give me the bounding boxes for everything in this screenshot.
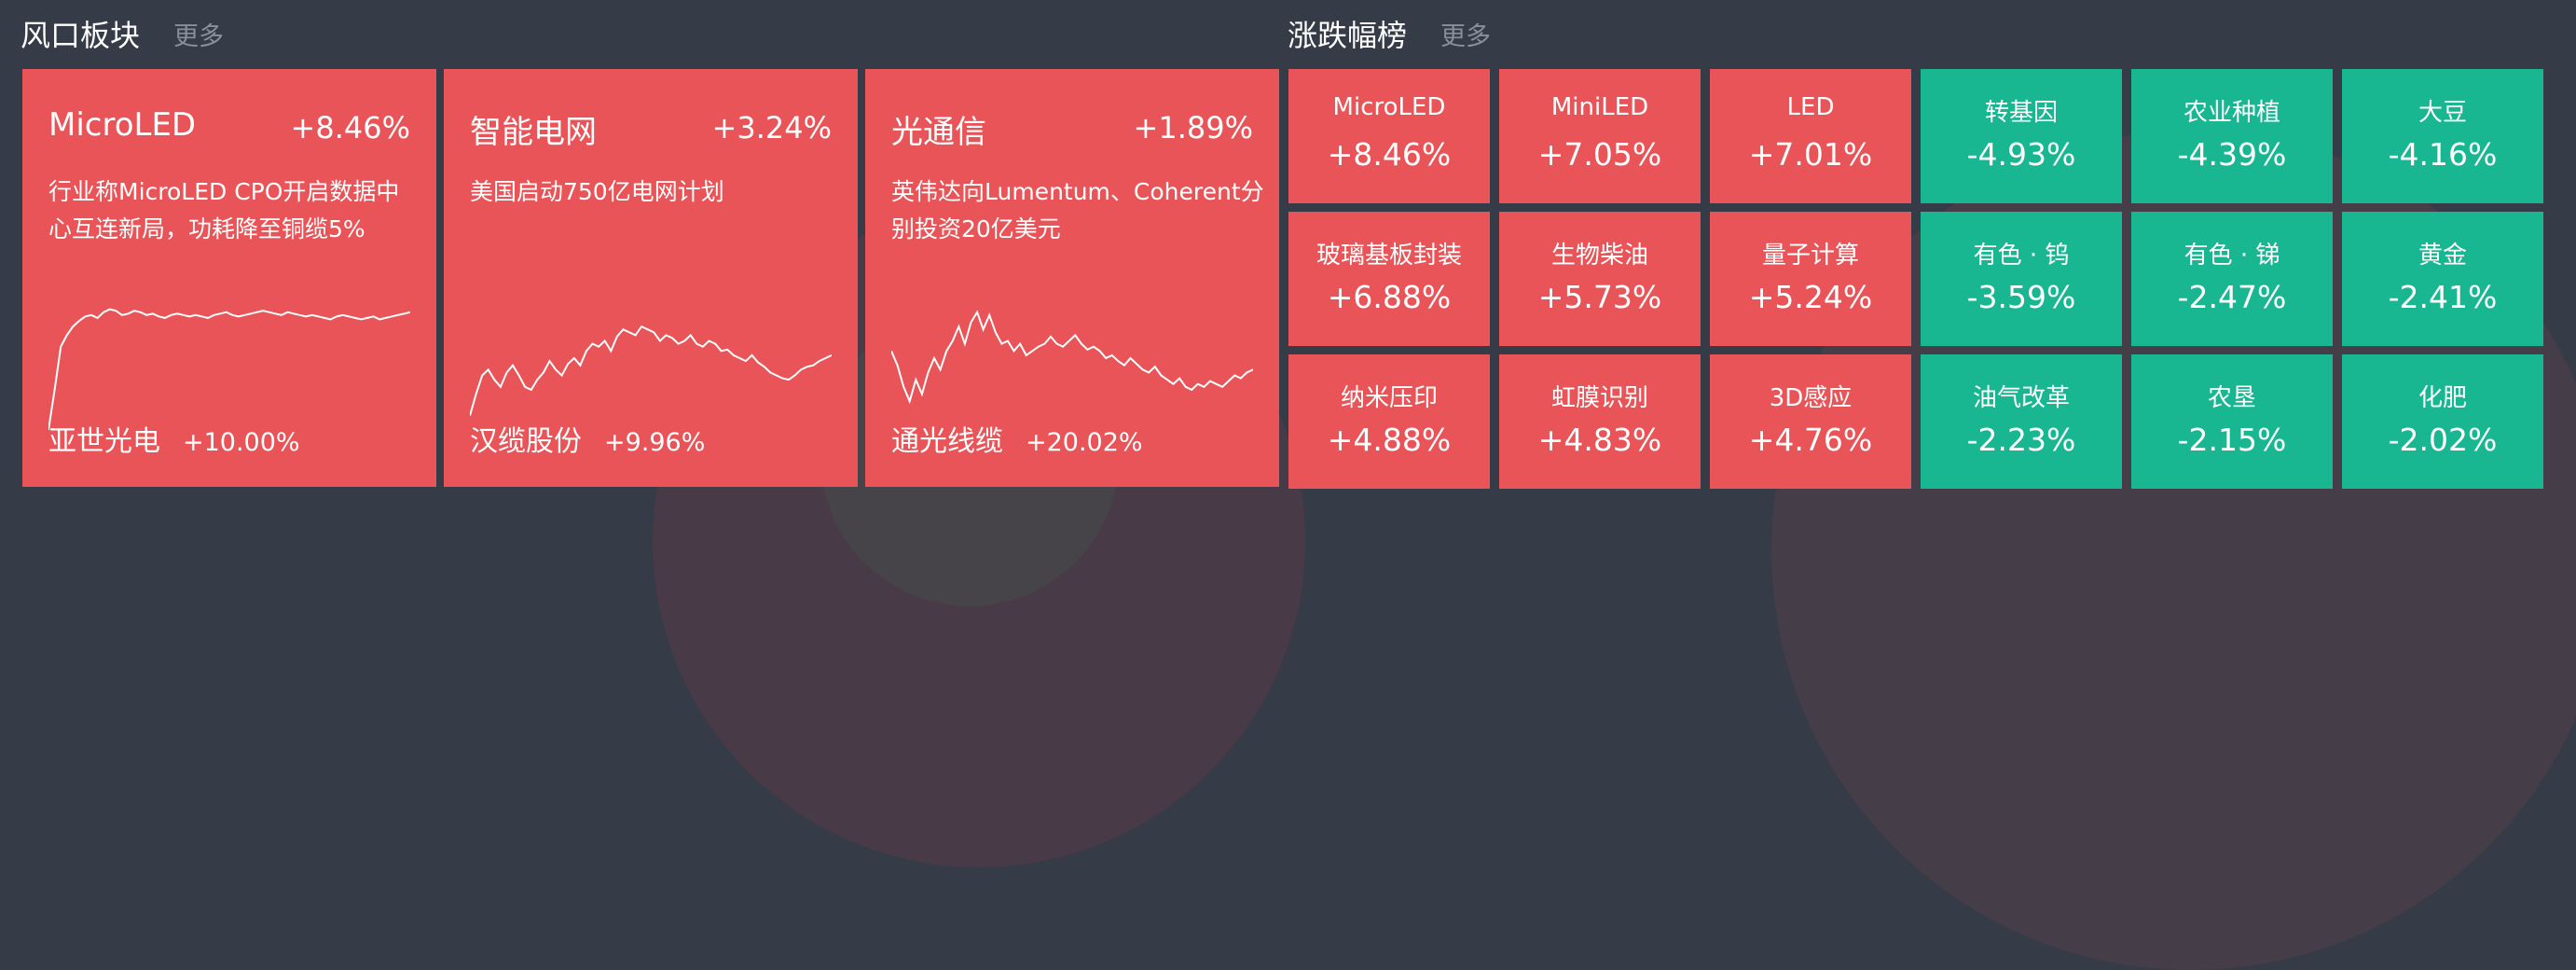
tile-sector-change: +7.01% — [1748, 136, 1873, 173]
loser-tile[interactable]: 化肥 -2.02% — [2342, 354, 2543, 489]
tile-sector-name: 农垦 — [2207, 384, 2256, 412]
gainers-losers-header: 涨跌幅榜 更多 — [1288, 13, 1491, 54]
leading-stock-name[interactable]: 通光线缆 — [891, 425, 1003, 458]
sector-card-microled[interactable]: MicroLED +8.46% 行业称MicroLED CPO开启数据中心互连新… — [22, 69, 436, 487]
tile-sector-name: MicroLED — [1332, 93, 1446, 121]
gainer-tile[interactable]: 纳米压印 +4.88% — [1288, 354, 1490, 489]
loser-tile[interactable]: 大豆 -4.16% — [2342, 69, 2543, 203]
tile-sector-name: 玻璃基板封装 — [1316, 242, 1462, 270]
gainers-losers-title: 涨跌幅榜 — [1288, 18, 1408, 53]
tile-sector-name: 黄金 — [2418, 242, 2467, 270]
tile-sector-change: -2.47% — [2177, 279, 2287, 315]
tile-sector-name: 油气改革 — [1972, 384, 2070, 412]
tile-sector-change: -3.59% — [1966, 279, 2076, 315]
sector-news: 英伟达向Lumentum、Coherent分别投资20亿美元 — [891, 178, 1264, 242]
tile-sector-change: +5.73% — [1537, 279, 1662, 315]
sector-news: 美国启动750亿电网计划 — [470, 178, 724, 205]
tile-sector-name: 化肥 — [2418, 384, 2467, 412]
gainer-tile[interactable]: 玻璃基板封装 +6.88% — [1288, 212, 1490, 346]
loser-tile[interactable]: 农业种植 -4.39% — [2131, 69, 2333, 203]
tile-sector-change: -2.23% — [1966, 422, 2076, 458]
gainer-tile[interactable]: MiniLED +7.05% — [1499, 69, 1701, 203]
sector-news: 行业称MicroLED CPO开启数据中心互连新局，功耗降至铜缆5% — [48, 178, 400, 242]
sector-card-optical-comm[interactable]: 光通信 +1.89% 英伟达向Lumentum、Coherent分别投资20亿美… — [865, 69, 1279, 487]
gainers-losers-more-link[interactable]: 更多 — [1440, 21, 1492, 51]
sector-change: +1.89% — [1133, 110, 1253, 146]
tile-sector-change: +8.46% — [1327, 136, 1452, 173]
sector-sparkline — [470, 325, 832, 416]
hot-sectors-title: 风口板块 — [21, 18, 141, 53]
tile-sector-name: 纳米压印 — [1340, 384, 1438, 412]
sector-card-smart-grid[interactable]: 智能电网 +3.24% 美国启动750亿电网计划 汉缆股份 +9.96% — [444, 69, 858, 487]
tile-sector-change: -2.41% — [2388, 279, 2498, 315]
sector-name: 智能电网 — [470, 114, 597, 151]
gainer-tile[interactable]: 3D感应 +4.76% — [1710, 354, 1911, 489]
loser-tile[interactable]: 油气改革 -2.23% — [1921, 354, 2122, 489]
sector-name: 光通信 — [891, 114, 986, 151]
gainer-tile[interactable]: 量子计算 +5.24% — [1710, 212, 1911, 346]
tile-sector-name: 大豆 — [2418, 99, 2467, 127]
leading-stock-change: +9.96% — [604, 428, 706, 457]
leading-stock-change: +10.00% — [183, 428, 300, 457]
tile-sector-name: 有色 · 钨 — [1973, 242, 2070, 270]
leading-stock-name[interactable]: 亚世光电 — [48, 425, 160, 458]
tile-sector-name: MiniLED — [1550, 93, 1649, 121]
gainer-tile[interactable]: 生物柴油 +5.73% — [1499, 212, 1701, 346]
loser-tile[interactable]: 黄金 -2.41% — [2342, 212, 2543, 346]
tile-sector-name: 虹膜识别 — [1550, 384, 1648, 412]
tile-sector-change: +4.83% — [1537, 422, 1662, 458]
sector-change: +8.46% — [290, 110, 410, 146]
tile-sector-change: -4.16% — [2388, 136, 2498, 173]
tile-sector-name: 有色 · 锑 — [2183, 242, 2280, 270]
gainer-tile[interactable]: MicroLED +8.46% — [1288, 69, 1490, 203]
tile-sector-name: 农业种植 — [2183, 99, 2280, 127]
sector-sparkline — [48, 308, 410, 431]
tile-sector-change: +5.24% — [1748, 279, 1873, 315]
tile-sector-name: 3D感应 — [1769, 384, 1853, 412]
loser-tile[interactable]: 转基因 -4.93% — [1921, 69, 2122, 203]
leading-stock-name[interactable]: 汉缆股份 — [470, 425, 582, 458]
loser-tile[interactable]: 农垦 -2.15% — [2131, 354, 2333, 489]
sector-change: +3.24% — [711, 110, 832, 146]
hot-sectors-more-link[interactable]: 更多 — [173, 21, 225, 51]
tile-sector-change: -4.93% — [1966, 136, 2076, 173]
tile-sector-change: -4.39% — [2177, 136, 2287, 173]
tile-sector-name: 量子计算 — [1761, 242, 1859, 270]
loser-tile[interactable]: 有色 · 锑 -2.47% — [2131, 212, 2333, 346]
tile-sector-change: +6.88% — [1327, 279, 1452, 315]
leading-stock-change: +20.02% — [1026, 428, 1143, 457]
tile-sector-name: 生物柴油 — [1550, 242, 1648, 270]
tile-sector-change: -2.02% — [2388, 422, 2498, 458]
sector-name: MicroLED — [48, 106, 197, 144]
tile-sector-name: LED — [1786, 93, 1835, 121]
gainer-tile[interactable]: 虹膜识别 +4.83% — [1499, 354, 1701, 489]
sector-sparkline — [891, 310, 1253, 405]
hot-sectors-header: 风口板块 更多 — [21, 13, 224, 54]
tile-sector-change: +4.88% — [1327, 422, 1452, 458]
tile-sector-change: +7.05% — [1537, 136, 1662, 173]
loser-tile[interactable]: 有色 · 钨 -3.59% — [1921, 212, 2122, 346]
tile-sector-change: -2.15% — [2177, 422, 2287, 458]
tile-sector-name: 转基因 — [1984, 99, 2058, 127]
gainer-tile[interactable]: LED +7.01% — [1710, 69, 1911, 203]
tile-sector-change: +4.76% — [1748, 422, 1873, 458]
